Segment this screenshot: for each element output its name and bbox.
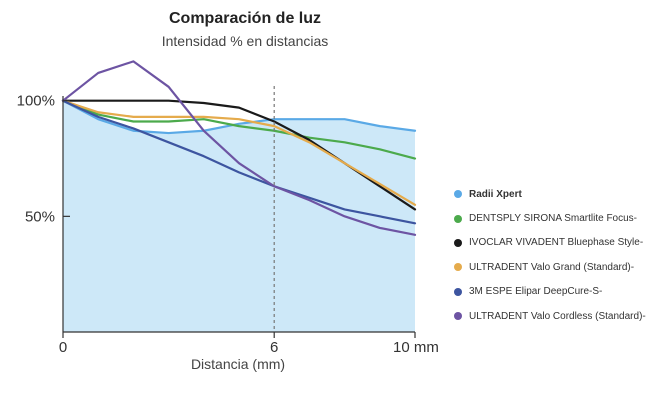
axes-layer xyxy=(62,86,416,338)
legend-item: ULTRADENT Valo Cordless (Standard)- xyxy=(454,304,650,328)
legend-label: Radii Xpert xyxy=(469,188,522,200)
legend-swatch xyxy=(454,312,462,321)
legend-label: IVOCLAR VIVADENT Bluephase Style- xyxy=(469,237,644,249)
tick-labels-layer: 100% 50% 0 6 10 mm xyxy=(17,93,439,356)
x-tick-label: 0 xyxy=(59,339,67,356)
chart-title: Comparación de luz xyxy=(168,10,322,27)
legend-item: IVOCLAR VIVADENT Bluephase Style- xyxy=(454,231,650,255)
legend-swatch xyxy=(454,214,462,223)
series-line-4 xyxy=(61,99,417,225)
y-tick-label: 50% xyxy=(25,208,55,225)
legend-swatch xyxy=(454,287,462,296)
legend-item: Radii Xpert xyxy=(454,182,650,206)
series-line-0 xyxy=(61,99,417,135)
series-fill-0 xyxy=(63,100,415,333)
x-tick-label: 6 xyxy=(270,339,278,356)
legend-item: 3M ESPE Elipar DeepCure-S- xyxy=(454,280,650,304)
legend-label: 3M ESPE Elipar DeepCure-S- xyxy=(469,286,603,298)
plot-fill-layer xyxy=(63,100,415,333)
series-line-1 xyxy=(61,99,417,160)
legend-swatch xyxy=(454,263,462,272)
legend-label: ULTRADENT Valo Grand (Standard)- xyxy=(469,261,635,273)
series-line-5 xyxy=(61,60,417,236)
legend-label: ULTRADENT Valo Cordless (Standard)- xyxy=(469,310,646,322)
legend-item: DENTSPLY SIRONA Smartlite Focus- xyxy=(454,206,650,230)
legend-label: DENTSPLY SIRONA Smartlite Focus- xyxy=(469,213,638,225)
plot-lines-layer xyxy=(61,60,417,236)
legend-swatch xyxy=(454,238,462,247)
y-tick-label: 100% xyxy=(17,93,55,110)
legend-item: ULTRADENT Valo Grand (Standard)- xyxy=(454,255,650,279)
series-line-3 xyxy=(61,99,417,206)
legend-swatch xyxy=(454,190,462,199)
x-tick-label: 10 mm xyxy=(393,339,439,356)
x-axis-title: Distancia (mm) xyxy=(191,356,285,372)
legend: Radii Xpert DENTSPLY SIRONA Smartlite Foc… xyxy=(454,182,650,328)
chart-subtitle: Intensidad % en distancias xyxy=(161,33,329,49)
